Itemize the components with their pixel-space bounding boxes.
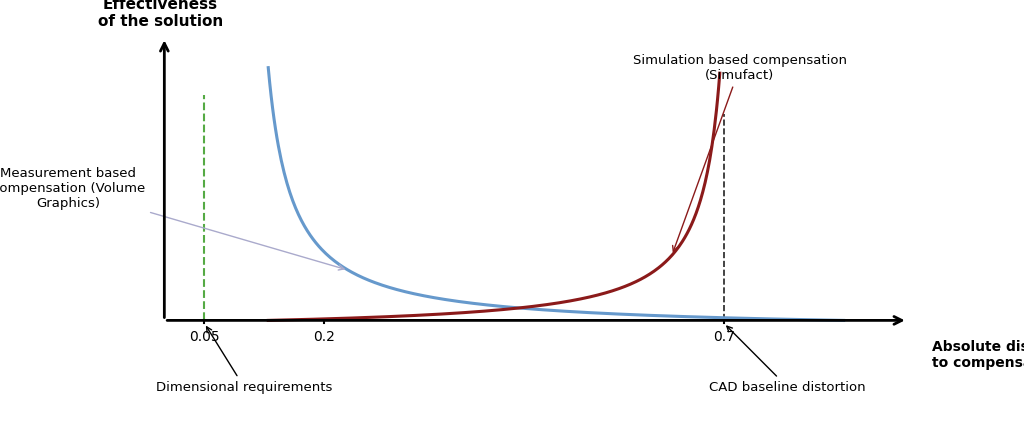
Text: Measurement based
compensation (Volume
Graphics): Measurement based compensation (Volume G… (0, 167, 344, 270)
Text: 0.7: 0.7 (713, 330, 735, 344)
Text: 0.2: 0.2 (313, 330, 335, 344)
Text: CAD baseline distortion: CAD baseline distortion (710, 326, 866, 394)
Text: Effectiveness
of the solution: Effectiveness of the solution (97, 0, 223, 29)
Text: 0.05: 0.05 (189, 330, 219, 344)
Text: Absolute distortion value
to compensate (mm): Absolute distortion value to compensate … (932, 340, 1024, 370)
Text: Dimensional requirements: Dimensional requirements (156, 327, 333, 394)
Text: Simulation based compensation
(Simufact): Simulation based compensation (Simufact) (633, 54, 847, 251)
